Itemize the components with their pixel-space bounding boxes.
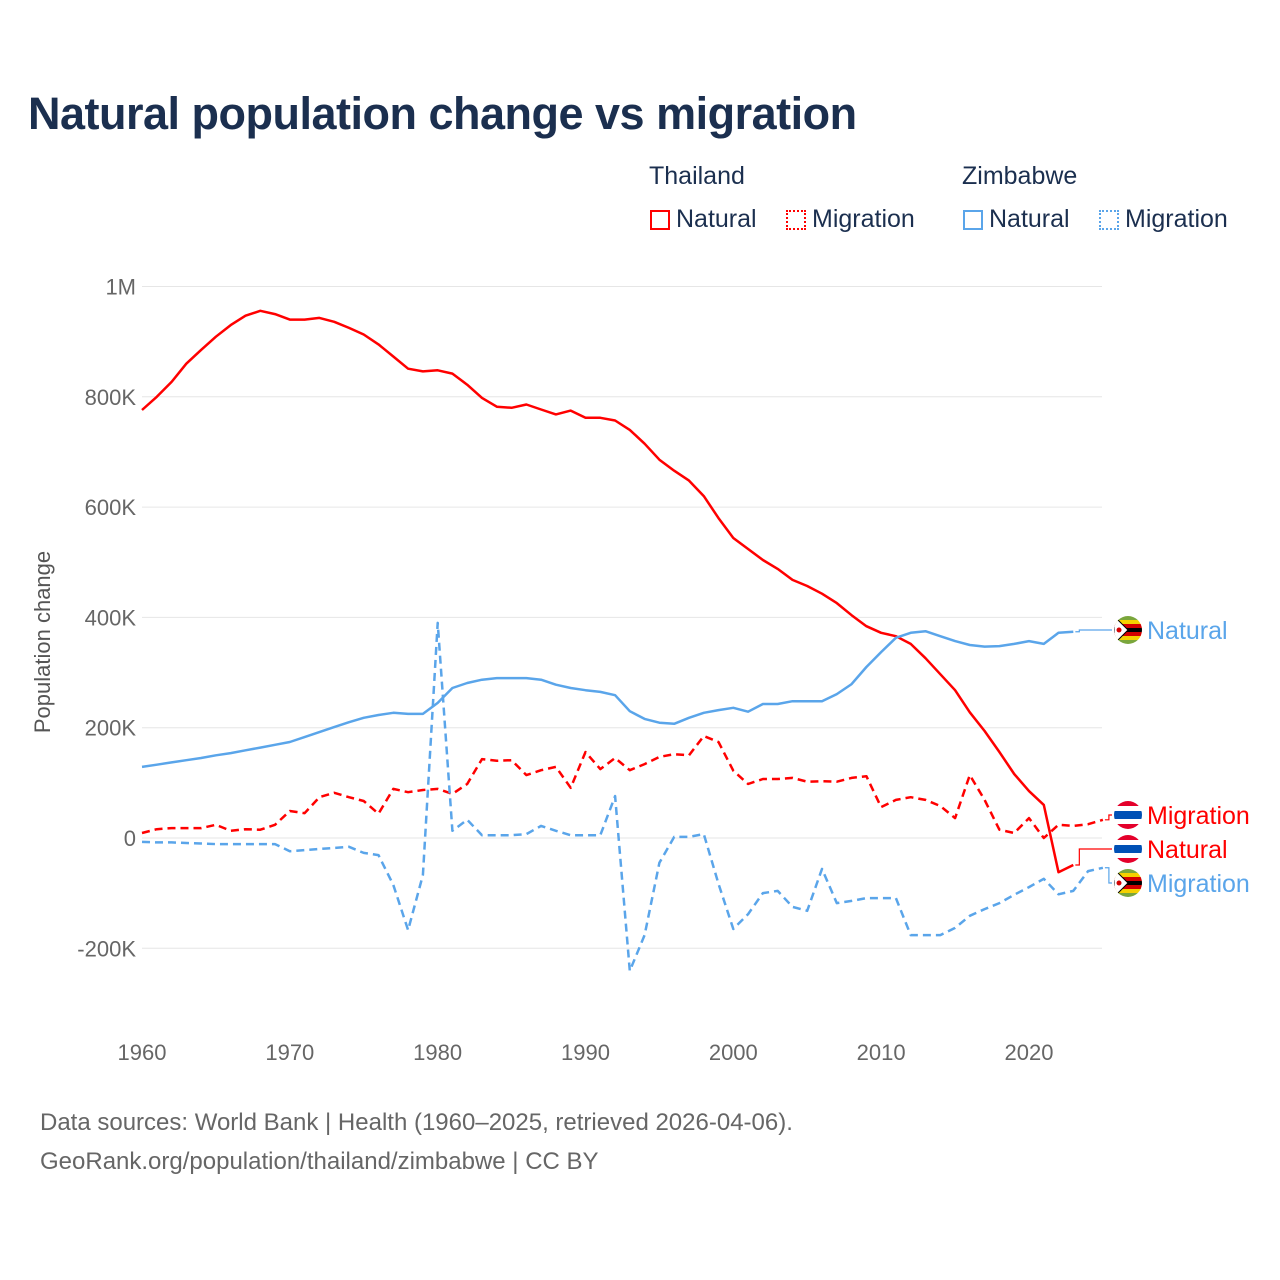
legend-group-zimbabwe: Zimbabwe [962, 162, 1078, 190]
y-tick-label: 0 [124, 826, 136, 851]
end-label-zimbabwe-migration: Migration [1147, 870, 1250, 898]
thailand-flag-icon [1114, 835, 1142, 863]
label-connector [1075, 629, 1112, 633]
legend-zimbabwe-natural[interactable]: Natural [963, 205, 1070, 234]
label-connector [1075, 848, 1112, 866]
legend-label: Natural [989, 205, 1070, 233]
y-axis-label: Population change [30, 551, 55, 733]
series-line-thailand-natural [141, 309, 1074, 874]
y-tick-label: 1M [105, 275, 136, 300]
x-tick-label: 1970 [265, 1040, 314, 1065]
footer-credit[interactable]: GeoRank.org/population/thailand/zimbabwe… [40, 1148, 599, 1175]
legend-label: Migration [1125, 205, 1228, 233]
end-label-zimbabwe-natural: Natural [1147, 617, 1228, 645]
legend-zimbabwe-migration[interactable]: Migration [1099, 205, 1228, 234]
legend-thailand-natural[interactable]: Natural [650, 205, 757, 234]
x-tick-label: 2010 [857, 1040, 906, 1065]
y-tick-label: 600K [85, 495, 137, 520]
label-connector [1104, 814, 1112, 821]
x-tick-label: 2020 [1005, 1040, 1054, 1065]
legend-thailand-migration[interactable]: Migration [786, 205, 915, 234]
legend-group-thailand: Thailand [649, 162, 745, 190]
solid-swatch-icon [963, 209, 983, 230]
series-line-zimbabwe-natural [141, 629, 1074, 769]
dotted-swatch-icon [786, 209, 806, 230]
y-tick-label: 400K [85, 605, 137, 630]
legend-label: Natural [676, 205, 757, 233]
y-tick-label: -200K [77, 936, 136, 961]
series-line-zimbabwe-migration [141, 621, 1104, 973]
thailand-flag-icon [1114, 801, 1142, 829]
y-tick-label: 200K [85, 716, 137, 741]
x-tick-label: 2000 [709, 1040, 758, 1065]
chart-title: Natural population change vs migration [28, 88, 857, 139]
footer-source: Data sources: World Bank | Health (1960–… [40, 1109, 793, 1136]
x-tick-label: 1990 [561, 1040, 610, 1065]
end-label-thailand-natural: Natural [1147, 836, 1228, 864]
solid-swatch-icon [650, 209, 670, 230]
end-label-thailand-migration: Migration [1147, 802, 1250, 830]
zimbabwe-flag-icon [1114, 869, 1142, 897]
series-line-thailand-migration [141, 734, 1104, 840]
y-tick-label: 800K [85, 385, 137, 410]
x-tick-label: 1960 [118, 1040, 167, 1065]
dotted-swatch-icon [1099, 209, 1119, 230]
label-connector [1104, 867, 1112, 884]
legend-label: Migration [812, 205, 915, 233]
zimbabwe-flag-icon [1114, 616, 1142, 644]
x-tick-label: 1980 [413, 1040, 462, 1065]
